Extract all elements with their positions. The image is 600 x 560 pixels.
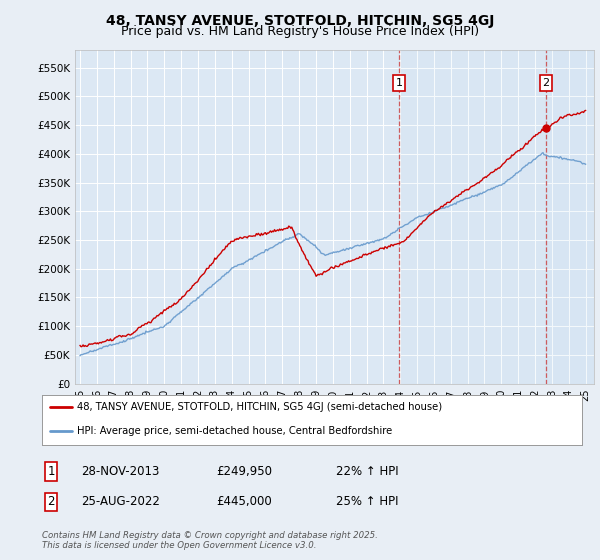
Text: 1: 1 — [47, 465, 55, 478]
Text: £445,000: £445,000 — [216, 495, 272, 508]
Text: £249,950: £249,950 — [216, 465, 272, 478]
Text: 2: 2 — [542, 78, 550, 88]
Bar — [399, 50, 546, 384]
Text: HPI: Average price, semi-detached house, Central Bedfordshire: HPI: Average price, semi-detached house,… — [77, 426, 392, 436]
Text: 28-NOV-2013: 28-NOV-2013 — [81, 465, 160, 478]
Text: 2: 2 — [47, 495, 55, 508]
Text: Contains HM Land Registry data © Crown copyright and database right 2025.
This d: Contains HM Land Registry data © Crown c… — [42, 531, 378, 550]
Bar — [546, 50, 594, 384]
Text: 25-AUG-2022: 25-AUG-2022 — [81, 495, 160, 508]
Text: 1: 1 — [395, 78, 403, 88]
Text: 22% ↑ HPI: 22% ↑ HPI — [336, 465, 398, 478]
Text: Price paid vs. HM Land Registry's House Price Index (HPI): Price paid vs. HM Land Registry's House … — [121, 25, 479, 38]
Text: 48, TANSY AVENUE, STOTFOLD, HITCHIN, SG5 4GJ: 48, TANSY AVENUE, STOTFOLD, HITCHIN, SG5… — [106, 14, 494, 28]
Text: 25% ↑ HPI: 25% ↑ HPI — [336, 495, 398, 508]
Text: 48, TANSY AVENUE, STOTFOLD, HITCHIN, SG5 4GJ (semi-detached house): 48, TANSY AVENUE, STOTFOLD, HITCHIN, SG5… — [77, 403, 442, 412]
